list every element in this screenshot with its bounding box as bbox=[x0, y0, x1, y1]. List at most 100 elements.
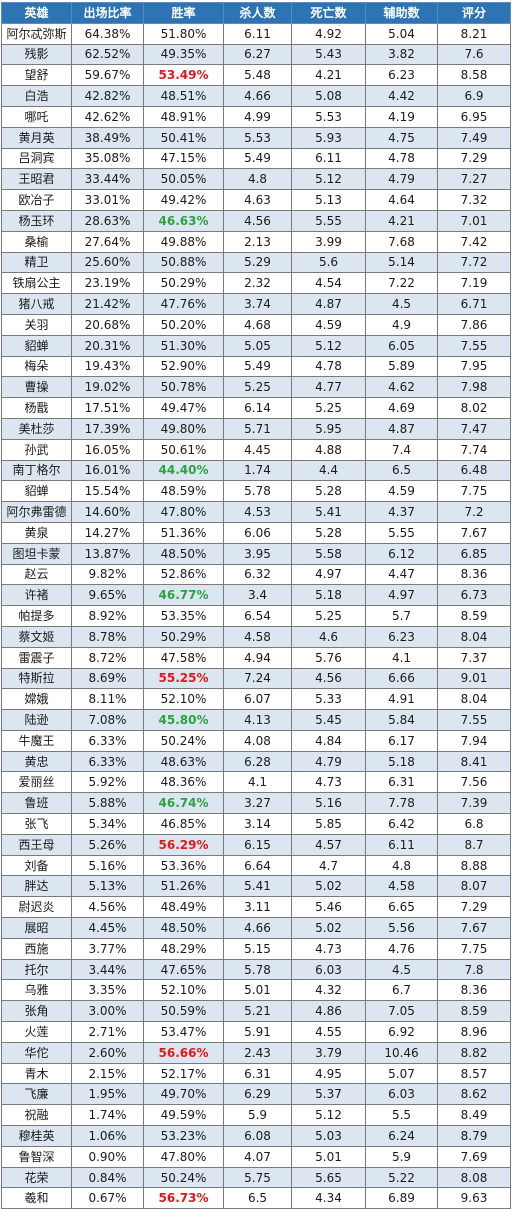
cell-win-rate: 53.49% bbox=[143, 64, 224, 87]
cell-score: 8.04 bbox=[437, 625, 511, 648]
header-row: 英雄 出场比率 胜率 杀人数 死亡数 辅助数 评分 bbox=[1, 2, 511, 24]
cell-win-rate: 47.58% bbox=[143, 646, 224, 669]
table-row: 展昭 4.45% 48.50% 4.66 5.02 5.56 7.67 bbox=[1, 917, 511, 939]
cell-score: 8.62 bbox=[437, 1083, 511, 1106]
cell-pick-rate: 5.92% bbox=[71, 771, 144, 794]
cell-deaths: 5.55 bbox=[291, 209, 366, 232]
table-row: 帕提多 8.92% 53.35% 6.54 5.25 5.7 8.59 bbox=[1, 605, 511, 627]
cell-pick-rate: 1.95% bbox=[71, 1083, 144, 1106]
cell-win-rate: 53.35% bbox=[143, 605, 224, 627]
cell-deaths: 5.12 bbox=[291, 1104, 366, 1127]
table-row: 羲和 0.67% 56.73% 6.5 4.34 6.89 9.63 bbox=[1, 1187, 511, 1209]
cell-deaths: 4.54 bbox=[291, 272, 366, 295]
cell-pick-rate: 9.82% bbox=[71, 563, 144, 586]
cell-assists: 6.05 bbox=[365, 334, 438, 357]
cell-score: 7.75 bbox=[437, 937, 511, 960]
cell-kills: 6.28 bbox=[223, 750, 292, 773]
cell-win-rate: 49.35% bbox=[143, 43, 224, 66]
cell-hero: 阿尔弗雷德 bbox=[1, 501, 72, 523]
cell-kills: 6.08 bbox=[223, 1125, 292, 1147]
cell-hero: 蔡文姬 bbox=[1, 625, 72, 648]
table-row: 赵云 9.82% 52.86% 6.32 4.97 4.47 8.36 bbox=[1, 563, 511, 586]
cell-pick-rate: 2.60% bbox=[71, 1041, 144, 1064]
cell-hero: 西王母 bbox=[1, 833, 72, 856]
cell-deaths: 4.32 bbox=[291, 979, 366, 1002]
cell-kills: 5.78 bbox=[223, 480, 292, 503]
cell-win-rate: 48.51% bbox=[143, 85, 224, 107]
cell-score: 7.6 bbox=[437, 43, 511, 66]
cell-deaths: 5.58 bbox=[291, 542, 366, 565]
cell-kills: 4.8 bbox=[223, 168, 292, 191]
cell-score: 8.57 bbox=[437, 1062, 511, 1085]
cell-pick-rate: 1.74% bbox=[71, 1104, 144, 1127]
cell-hero: 杨戬 bbox=[1, 397, 72, 419]
cell-kills: 4.94 bbox=[223, 646, 292, 669]
cell-kills: 2.13 bbox=[223, 230, 292, 253]
cell-deaths: 4.4 bbox=[291, 459, 366, 482]
cell-deaths: 5.03 bbox=[291, 1125, 366, 1147]
cell-deaths: 5.93 bbox=[291, 126, 366, 149]
cell-assists: 6.92 bbox=[365, 1021, 438, 1043]
cell-hero: 祝融 bbox=[1, 1104, 72, 1127]
cell-deaths: 5.02 bbox=[291, 875, 366, 898]
cell-deaths: 5.46 bbox=[291, 896, 366, 919]
cell-score: 8.59 bbox=[437, 1000, 511, 1023]
cell-hero: 穆桂英 bbox=[1, 1125, 72, 1147]
cell-kills: 6.15 bbox=[223, 833, 292, 856]
cell-deaths: 4.78 bbox=[291, 355, 366, 378]
cell-assists: 5.04 bbox=[365, 22, 438, 45]
cell-assists: 5.56 bbox=[365, 917, 438, 939]
cell-deaths: 4.97 bbox=[291, 563, 366, 586]
table-row: 乌雅 3.35% 52.10% 5.01 4.32 6.7 8.36 bbox=[1, 979, 511, 1002]
cell-win-rate: 51.80% bbox=[143, 22, 224, 45]
table-row: 图坦卡蒙 13.87% 48.50% 3.95 5.58 6.12 6.85 bbox=[1, 542, 511, 565]
cell-pick-rate: 8.78% bbox=[71, 625, 144, 648]
cell-kills: 3.95 bbox=[223, 542, 292, 565]
table-row: 蔡文姬 8.78% 50.29% 4.58 4.6 6.23 8.04 bbox=[1, 625, 511, 648]
cell-win-rate: 49.70% bbox=[143, 1083, 224, 1106]
cell-pick-rate: 19.02% bbox=[71, 376, 144, 399]
cell-assists: 4.8 bbox=[365, 854, 438, 877]
cell-hero: 王昭君 bbox=[1, 168, 72, 191]
cell-kills: 6.5 bbox=[223, 1187, 292, 1209]
table-row: 刘备 5.16% 53.36% 6.64 4.7 4.8 8.88 bbox=[1, 854, 511, 877]
table-row: 铁扇公主 23.19% 50.29% 2.32 4.54 7.22 7.19 bbox=[1, 272, 511, 295]
cell-deaths: 4.21 bbox=[291, 64, 366, 87]
cell-assists: 4.69 bbox=[365, 397, 438, 419]
cell-assists: 5.9 bbox=[365, 1145, 438, 1168]
cell-score: 7.72 bbox=[437, 251, 511, 274]
cell-kills: 4.08 bbox=[223, 729, 292, 752]
cell-assists: 6.11 bbox=[365, 833, 438, 856]
cell-win-rate: 47.65% bbox=[143, 958, 224, 981]
cell-score: 7.39 bbox=[437, 792, 511, 815]
cell-win-rate: 46.77% bbox=[143, 584, 224, 607]
cell-score: 6.9 bbox=[437, 85, 511, 107]
cell-kills: 2.43 bbox=[223, 1041, 292, 1064]
cell-score: 7.37 bbox=[437, 646, 511, 669]
cell-deaths: 4.77 bbox=[291, 376, 366, 399]
cell-kills: 5.48 bbox=[223, 64, 292, 87]
cell-pick-rate: 0.90% bbox=[71, 1145, 144, 1168]
cell-assists: 6.23 bbox=[365, 64, 438, 87]
cell-score: 7.86 bbox=[437, 313, 511, 336]
cell-win-rate: 50.29% bbox=[143, 272, 224, 295]
cell-kills: 5.9 bbox=[223, 1104, 292, 1127]
cell-hero: 图坦卡蒙 bbox=[1, 542, 72, 565]
cell-pick-rate: 5.16% bbox=[71, 854, 144, 877]
cell-hero: 南丁格尔 bbox=[1, 459, 72, 482]
cell-hero: 黄泉 bbox=[1, 521, 72, 544]
cell-deaths: 5.18 bbox=[291, 584, 366, 607]
cell-assists: 6.66 bbox=[365, 667, 438, 690]
cell-score: 7.47 bbox=[437, 417, 511, 440]
cell-pick-rate: 16.05% bbox=[71, 438, 144, 461]
cell-assists: 4.62 bbox=[365, 376, 438, 399]
cell-win-rate: 48.50% bbox=[143, 917, 224, 939]
cell-score: 8.04 bbox=[437, 688, 511, 711]
table-row: 曹操 19.02% 50.78% 5.25 4.77 4.62 7.98 bbox=[1, 376, 511, 399]
cell-pick-rate: 15.54% bbox=[71, 480, 144, 503]
cell-win-rate: 46.63% bbox=[143, 209, 224, 232]
cell-hero: 托尔 bbox=[1, 958, 72, 981]
cell-hero: 铁扇公主 bbox=[1, 272, 72, 295]
cell-win-rate: 53.23% bbox=[143, 1125, 224, 1147]
table-row: 王昭君 33.44% 50.05% 4.8 5.12 4.79 7.27 bbox=[1, 168, 511, 191]
